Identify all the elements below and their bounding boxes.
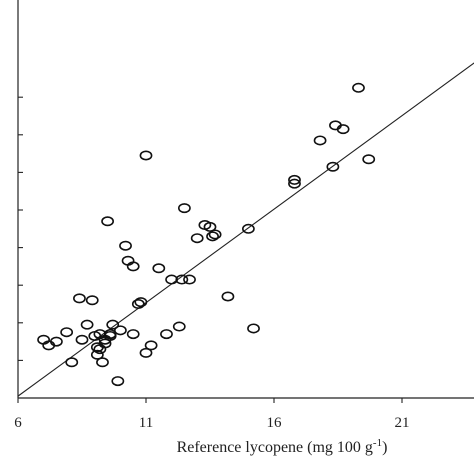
data-point xyxy=(241,223,255,234)
data-point xyxy=(101,216,114,227)
data-point xyxy=(111,376,125,387)
x-tick-label: 16 xyxy=(267,415,283,431)
x-axis-ticks xyxy=(17,398,403,403)
data-point xyxy=(85,295,99,306)
data-point xyxy=(288,174,301,185)
x-axis-title-main: Reference lycopene (mg 100 g xyxy=(177,439,373,456)
data-point xyxy=(313,135,327,146)
data-point xyxy=(98,338,112,349)
data-point xyxy=(165,274,178,285)
data-point xyxy=(203,221,217,232)
data-point xyxy=(362,154,376,165)
x-axis-title-superscript: -1 xyxy=(373,437,382,449)
data-point xyxy=(190,233,204,244)
data-point xyxy=(96,357,109,368)
data-point xyxy=(172,321,186,332)
data-point xyxy=(206,231,219,242)
x-tick-label: 11 xyxy=(139,415,153,431)
data-point xyxy=(90,349,104,360)
data-point xyxy=(75,334,89,345)
x-tick-label: 21 xyxy=(395,415,410,431)
x-axis-tick-labels: 6 11 16 21 xyxy=(14,415,409,431)
data-point xyxy=(221,291,235,302)
data-point xyxy=(80,319,94,330)
plot-area: 6 11 16 21 xyxy=(14,0,474,431)
data-point xyxy=(160,329,173,340)
data-point xyxy=(114,325,127,336)
data-point xyxy=(139,347,153,358)
data-point xyxy=(152,263,166,274)
x-tick-label: 6 xyxy=(14,415,22,431)
data-point xyxy=(73,293,86,304)
data-point xyxy=(247,323,260,334)
x-axis-title-suffix: ) xyxy=(382,439,387,456)
data-point xyxy=(144,340,158,351)
data-point xyxy=(60,327,74,338)
data-point xyxy=(352,82,365,93)
data-point xyxy=(119,240,132,251)
data-point xyxy=(336,124,350,135)
data-point xyxy=(126,329,140,340)
data-point xyxy=(103,330,117,341)
regression-line xyxy=(17,62,474,397)
data-point xyxy=(131,298,145,309)
y-axis-ticks xyxy=(18,96,23,361)
data-point xyxy=(183,274,196,285)
data-points xyxy=(37,82,376,387)
data-point xyxy=(177,203,191,214)
data-point xyxy=(134,297,148,308)
data-point xyxy=(326,161,340,172)
data-point xyxy=(50,336,63,347)
data-point xyxy=(126,261,140,272)
data-point xyxy=(288,178,301,189)
data-point xyxy=(106,319,120,330)
x-axis-title: Reference lycopene (mg 100 g-1) xyxy=(177,437,388,456)
data-point xyxy=(175,274,189,285)
data-point xyxy=(65,357,79,368)
data-point xyxy=(208,229,222,240)
data-point xyxy=(139,150,153,161)
